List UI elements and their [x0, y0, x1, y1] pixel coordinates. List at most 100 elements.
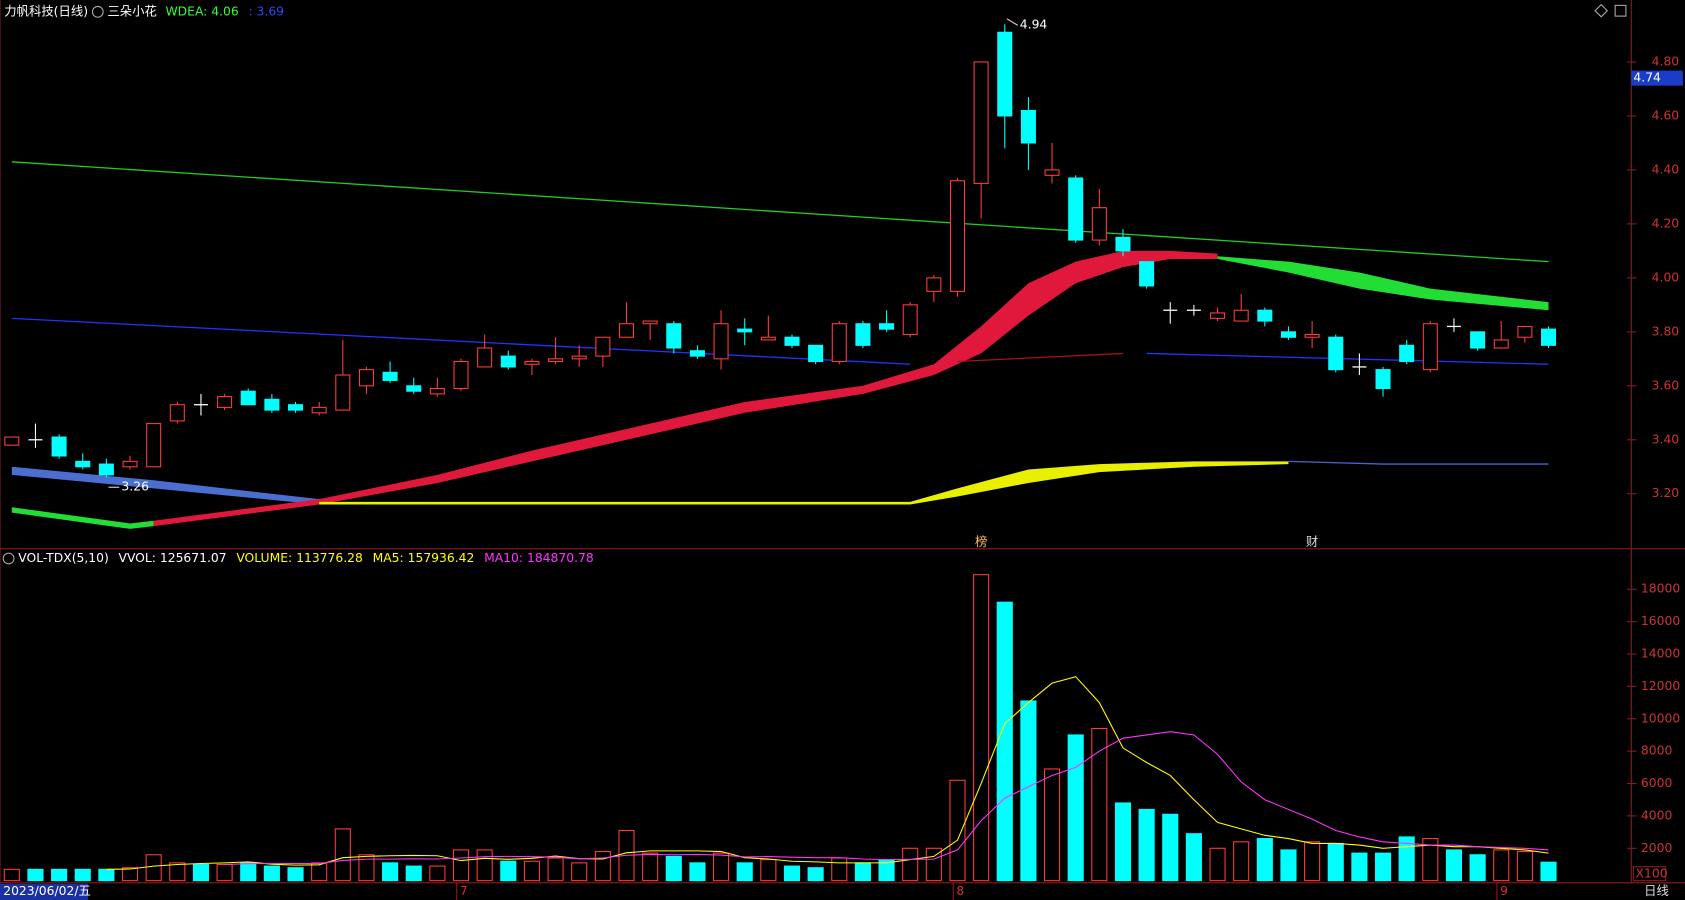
volume-bar	[1233, 841, 1250, 882]
candle-body	[335, 374, 351, 411]
icon[interactable]	[91, 5, 104, 18]
volume-bar	[571, 862, 588, 882]
date-label: 2023/06/02/五	[3, 884, 91, 898]
volume-bar	[1304, 841, 1321, 882]
volume-bar	[713, 852, 730, 882]
candle-body	[879, 323, 895, 330]
icon[interactable]	[1614, 4, 1627, 17]
candle-body	[1091, 207, 1107, 241]
candle-body	[1422, 323, 1438, 371]
volume-bar	[973, 574, 990, 882]
volume-bar	[334, 828, 351, 882]
volume-bar	[1185, 833, 1202, 882]
candle-body	[713, 323, 729, 360]
candle-body	[1115, 236, 1131, 252]
y-tick-label: 3.20	[1652, 486, 1680, 500]
last-price: 4.74	[1633, 71, 1661, 85]
indicator-line	[1288, 460, 1549, 465]
volume-bar	[1162, 813, 1179, 882]
candle-body	[666, 323, 682, 349]
volume-bar	[51, 868, 68, 882]
volume-bar	[429, 865, 446, 882]
candle-body	[737, 328, 753, 333]
annotation-arrow	[1006, 18, 1018, 26]
period-label: 日线	[1644, 884, 1669, 898]
volume-bar	[807, 867, 824, 882]
unit-label: X100	[1636, 867, 1668, 881]
y-tick-label: 3.40	[1652, 432, 1680, 446]
y-tick-label: 4000	[1641, 808, 1673, 822]
volume-bar	[736, 862, 753, 882]
volume-bar	[854, 862, 871, 882]
candle-body	[548, 358, 564, 363]
icon[interactable]	[1594, 3, 1609, 18]
candle-body	[618, 323, 635, 338]
candle-body	[1068, 177, 1084, 241]
candle-body	[51, 436, 67, 457]
y-tick-label: 12000	[1641, 679, 1680, 693]
candle-body	[808, 344, 824, 363]
indicator-line	[11, 161, 1549, 263]
candle-body	[1470, 331, 1486, 349]
candle-body	[1280, 331, 1296, 338]
volume-bar	[1043, 768, 1061, 882]
candle-body	[689, 350, 705, 357]
volume-bar	[1067, 734, 1084, 882]
y-tick-label: 6000	[1641, 776, 1673, 790]
x-tick-label: 8	[956, 884, 964, 898]
legend-label: VVOL: 125671.07	[119, 551, 227, 565]
volume-bar	[3, 868, 20, 882]
candle-body	[1210, 312, 1226, 319]
volume-bar	[902, 847, 919, 882]
y-tick-label: 4.20	[1652, 216, 1680, 230]
candle-body	[287, 404, 304, 411]
event-marker: 榜	[975, 534, 987, 549]
y-tick-label: 4.80	[1652, 54, 1680, 68]
candle-body	[524, 360, 540, 365]
candle-body	[217, 396, 233, 408]
legend-label: MA10: 184870.78	[484, 551, 594, 565]
volume-bar	[1280, 849, 1297, 882]
y-tick-label: 3.60	[1652, 378, 1680, 392]
volume-bar	[1114, 802, 1132, 882]
y-tick-label: 8000	[1641, 744, 1673, 758]
candle-body	[902, 304, 918, 336]
x-tick-label: 7	[460, 884, 468, 898]
volume-bar	[452, 849, 470, 882]
candle-body	[146, 423, 162, 468]
volume-bar	[689, 862, 706, 882]
volume-bar	[1091, 727, 1108, 882]
candle-body	[1233, 309, 1249, 322]
candle-body	[926, 277, 942, 292]
icon[interactable]	[2, 552, 15, 565]
volume-bar	[74, 868, 91, 882]
candle-body	[642, 320, 658, 325]
volume-bar	[405, 865, 422, 882]
candle-body	[429, 387, 445, 395]
volume-bar	[594, 850, 611, 882]
volume-bar	[1469, 854, 1486, 882]
x-tick-label: 9	[1500, 884, 1508, 898]
volume-bar	[760, 859, 777, 882]
candle-body	[571, 355, 587, 360]
volume-bar	[192, 863, 210, 882]
annotation-label: 4.94	[1020, 18, 1048, 32]
candle-body	[1139, 261, 1155, 287]
candle-body	[477, 347, 493, 368]
ma-line	[224, 731, 1549, 866]
candle-body	[1328, 336, 1344, 371]
volume-bar	[169, 862, 186, 882]
volume-bar	[27, 868, 44, 882]
volume-bar	[1445, 849, 1463, 882]
candle-body	[855, 323, 871, 346]
candle-body	[784, 336, 800, 346]
candle-body	[240, 390, 256, 406]
last-price-box	[1631, 70, 1683, 86]
volume-bar	[1540, 861, 1557, 882]
candle-body	[973, 61, 989, 184]
y-tick-label: 14000	[1641, 647, 1680, 661]
candle-body	[1541, 328, 1557, 346]
legend-label: MA5: 157936.42	[373, 551, 475, 565]
